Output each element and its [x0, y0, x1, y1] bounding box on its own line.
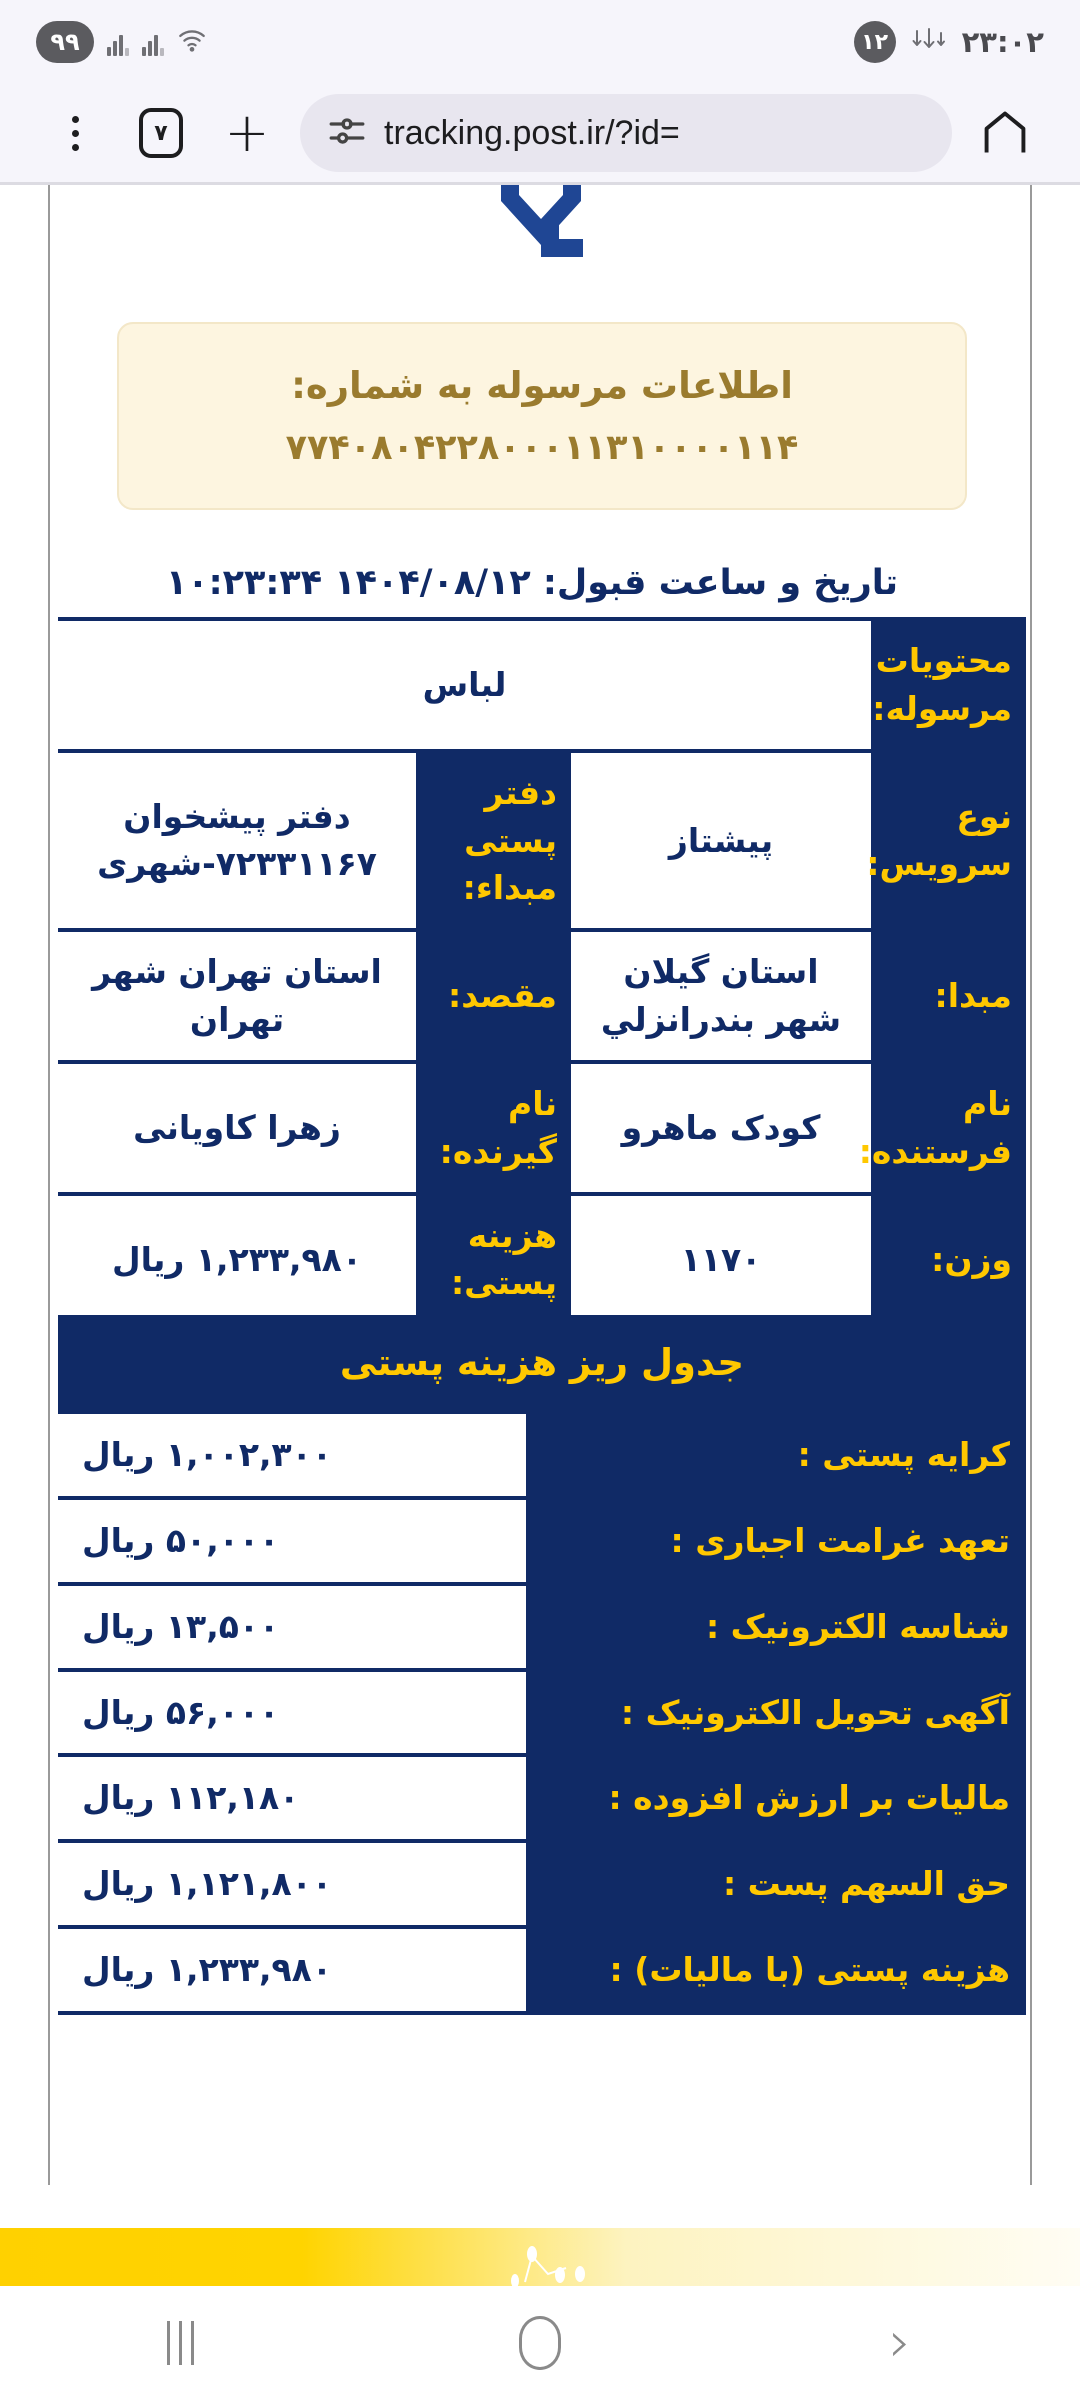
- cost-label-electronic-delivery-notice: آگهی تحویل الکترونیک :: [526, 1667, 1026, 1756]
- toolbar-divider: [0, 182, 1080, 185]
- android-navigation-bar: ›: [0, 2286, 1080, 2400]
- cost-breakdown-table: کرایه پستی : ۱,۰۰۲,۳۰۰ ریال تعهد غرامت ا…: [58, 1410, 1026, 2015]
- table-row: محتویات مرسوله: لباس: [58, 617, 1026, 751]
- battery-badge: ۹۹: [36, 21, 94, 63]
- data-transfer-icon: [909, 26, 949, 59]
- home-button-nav[interactable]: [460, 2286, 620, 2400]
- signal-sim2-icon: [142, 28, 164, 56]
- table-row: آگهی تحویل الکترونیک : ۵۶,۰۰۰ ریال: [58, 1667, 1026, 1756]
- row-value-sender: کودک ماهرو: [571, 1059, 871, 1194]
- back-chevron-icon: ›: [888, 2310, 912, 2375]
- address-bar[interactable]: tracking.post.ir/?id=: [300, 94, 952, 172]
- plus-icon: +: [224, 101, 270, 164]
- table-row: کرایه پستی : ۱,۰۰۲,۳۰۰ ریال: [58, 1410, 1026, 1498]
- table-row: هزینه پستی (با مالیات) : ۱,۲۳۳,۹۸۰ ریال: [58, 1925, 1026, 2015]
- table-row: تعهد غرامت اجباری : ۵۰,۰۰۰ ریال: [58, 1495, 1026, 1584]
- cost-label-total-with-tax: هزینه پستی (با مالیات) :: [526, 1925, 1026, 2015]
- row-value-origin: استان گیلان شهر بندرانزلي: [571, 928, 871, 1062]
- row-label-origin-office: دفتر پستی مبداء:: [416, 748, 571, 931]
- home-circle-icon: [519, 2316, 561, 2370]
- tracking-result-card: اطلاعات مرسوله به شماره: ۷۷۴۰۸۰۴۲۲۸۰۰۰۱۱…: [48, 185, 1032, 2185]
- url-text[interactable]: tracking.post.ir/?id=: [384, 113, 680, 152]
- row-value-origin-office: دفتر پیشخوان ۷۲۳۳۱۱۶۷-شهری: [58, 748, 416, 931]
- table-row: نام فرستنده: کودک ماهرو نام گیرنده: زهرا…: [58, 1059, 1026, 1194]
- cost-label-mandatory-indemnity: تعهد غرامت اجباری :: [526, 1495, 1026, 1584]
- table-row: شناسه الکترونیک : ۱۳,۵۰۰ ریال: [58, 1581, 1026, 1670]
- cost-value-postage-fee: ۱,۰۰۲,۳۰۰ ریال: [58, 1410, 526, 1498]
- cost-label-post-share: حق السهم پست :: [526, 1839, 1026, 1928]
- row-label-contents: محتویات مرسوله:: [871, 617, 1026, 751]
- footer-banner: [0, 2228, 1080, 2286]
- cost-value-vat: ۱۱۲,۱۸۰ ریال: [58, 1753, 526, 1842]
- status-bar: ۹۹ ۱۲ ۲۳:۰۲: [0, 0, 1080, 84]
- cost-label-vat: مالیات بر ارزش افزوده :: [526, 1753, 1026, 1842]
- row-value-contents: لباس: [58, 617, 871, 751]
- cost-label-electronic-id: شناسه الکترونیک :: [526, 1581, 1026, 1670]
- footer-decoration-icon: [511, 2246, 585, 2286]
- cost-value-electronic-delivery-notice: ۵۶,۰۰۰ ریال: [58, 1667, 526, 1756]
- back-button[interactable]: ›: [820, 2286, 980, 2400]
- cost-breakdown-section: جدول ریز هزینه پستی کرایه پستی : ۱,۰۰۲,۳…: [58, 1315, 1026, 2015]
- row-value-receiver: زهرا کاویانی: [58, 1059, 416, 1194]
- iran-post-logo: [50, 185, 1030, 257]
- tab-switcher-button[interactable]: ۷: [118, 90, 204, 176]
- browser-menu-button[interactable]: [32, 90, 118, 176]
- notification-count-badge: ۱۲: [853, 21, 896, 63]
- table-row: نوع سرویس: پیشتاز دفتر پستی مبداء: دفتر …: [58, 748, 1026, 931]
- row-value-service-type: پیشتاز: [571, 748, 871, 931]
- tracking-number-value: ۷۷۴۰۸۰۴۲۲۸۰۰۰۱۱۳۱۰۰۰۰۱۱۴: [285, 427, 799, 468]
- new-tab-button[interactable]: +: [204, 90, 290, 176]
- row-label-origin: مبدا:: [871, 928, 1026, 1062]
- cost-table-header: جدول ریز هزینه پستی: [58, 1315, 1026, 1410]
- table-row: مبدا: استان گیلان شهر بندرانزلي مقصد: اس…: [58, 928, 1026, 1062]
- table-row: مالیات بر ارزش افزوده : ۱۱۲,۱۸۰ ریال: [58, 1753, 1026, 1842]
- site-settings-icon[interactable]: [326, 110, 368, 156]
- recents-icon: [166, 2321, 194, 2365]
- wifi-icon: [177, 26, 207, 59]
- shipment-details-table: محتویات مرسوله: لباس نوع سرویس: پیشتاز د…: [58, 617, 1026, 1324]
- row-label-postage-cost: هزینه پستی:: [416, 1191, 571, 1324]
- browser-toolbar: ۷ + tracking.post.ir/?id=: [0, 84, 1080, 182]
- post-logo-icon: [501, 185, 583, 257]
- status-bar-left: ۹۹: [36, 21, 207, 63]
- recents-button[interactable]: [100, 2286, 260, 2400]
- row-value-weight: ۱۱۷۰: [571, 1191, 871, 1324]
- row-label-sender: نام فرستنده:: [859, 1059, 1026, 1194]
- row-label-weight: وزن:: [871, 1191, 1026, 1324]
- cost-label-postage-fee: کرایه پستی :: [526, 1410, 1026, 1498]
- cost-value-electronic-id: ۱۳,۵۰۰ ریال: [58, 1581, 526, 1670]
- cost-value-total-with-tax: ۱,۲۳۳,۹۸۰ ریال: [58, 1925, 526, 2015]
- table-row: حق السهم پست : ۱,۱۲۱,۸۰۰ ریال: [58, 1839, 1026, 1928]
- table-row: وزن: ۱۱۷۰ هزینه پستی: ۱,۲۳۳,۹۸۰ ریال: [58, 1191, 1026, 1324]
- cost-value-mandatory-indemnity: ۵۰,۰۰۰ ریال: [58, 1495, 526, 1584]
- acceptance-datetime: تاریخ و ساعت قبول: ۱۴۰۴/۰۸/۱۲ ۱۰:۲۳:۳۴: [165, 563, 899, 603]
- home-button[interactable]: [962, 90, 1048, 176]
- row-value-postage-cost: ۱,۲۳۳,۹۸۰ ریال: [58, 1191, 416, 1324]
- banner-title: اطلاعات مرسوله به شماره:: [291, 364, 793, 407]
- kebab-menu-icon: [71, 115, 79, 151]
- row-label-receiver: نام گیرنده:: [416, 1059, 571, 1194]
- status-bar-clock: ۲۳:۰۲: [961, 25, 1044, 59]
- signal-sim1-icon: [107, 28, 129, 56]
- row-label-service-type: نوع سرویس:: [866, 748, 1026, 931]
- tab-count-icon: ۷: [139, 108, 183, 158]
- status-bar-right: ۱۲ ۲۳:۰۲: [853, 21, 1044, 63]
- web-page-viewport: اطلاعات مرسوله به شماره: ۷۷۴۰۸۰۴۲۲۸۰۰۰۱۱…: [0, 185, 1080, 2185]
- tracking-number-banner: اطلاعات مرسوله به شماره: ۷۷۴۰۸۰۴۲۲۸۰۰۰۱۱…: [117, 322, 967, 510]
- row-label-destination: مقصد:: [416, 928, 571, 1062]
- cost-value-post-share: ۱,۱۲۱,۸۰۰ ریال: [58, 1839, 526, 1928]
- row-value-destination: استان تهران شهر تهران: [58, 928, 416, 1062]
